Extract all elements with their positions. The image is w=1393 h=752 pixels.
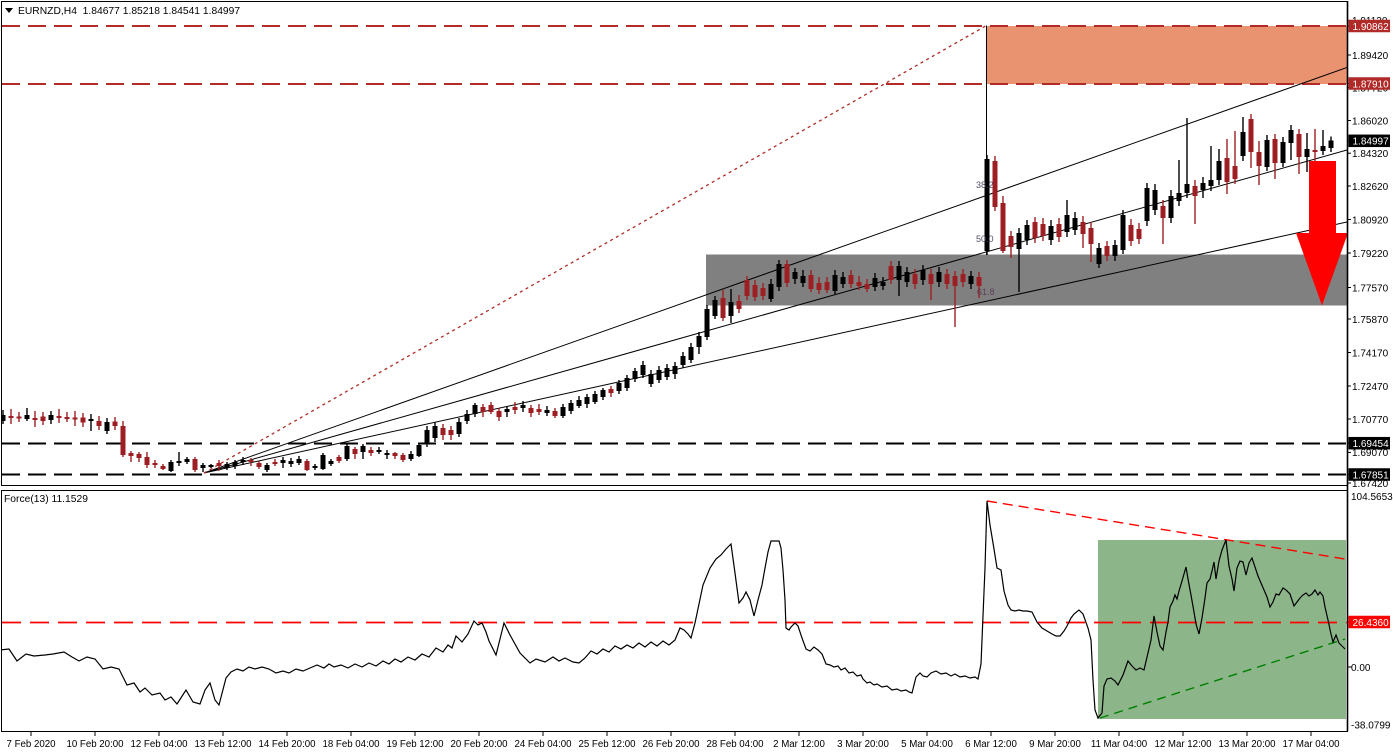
svg-text:1.84320: 1.84320 — [1352, 149, 1389, 160]
svg-text:6 Mar 12:00: 6 Mar 12:00 — [965, 739, 1017, 750]
svg-text:0.00: 0.00 — [1351, 663, 1371, 674]
svg-text:1.75870: 1.75870 — [1352, 315, 1389, 326]
svg-text:12 Feb 04:00: 12 Feb 04:00 — [130, 739, 188, 750]
svg-text:1.67420: 1.67420 — [1352, 479, 1389, 490]
svg-text:20 Feb 20:00: 20 Feb 20:00 — [450, 739, 508, 750]
svg-text:1.70770: 1.70770 — [1352, 415, 1389, 426]
svg-text:24 Feb 04:00: 24 Feb 04:00 — [514, 739, 572, 750]
svg-text:1.69454: 1.69454 — [1353, 439, 1390, 450]
svg-text:19 Feb 12:00: 19 Feb 12:00 — [386, 739, 444, 750]
svg-text:9 Mar 20:00: 9 Mar 20:00 — [1029, 739, 1081, 750]
svg-text:2 Mar 12:00: 2 Mar 12:00 — [773, 739, 825, 750]
svg-text:1.87910: 1.87910 — [1353, 79, 1390, 90]
svg-text:3 Mar 20:00: 3 Mar 20:00 — [837, 739, 889, 750]
svg-text:50.0: 50.0 — [976, 234, 994, 244]
svg-text:26.4360: 26.4360 — [1353, 618, 1390, 629]
svg-text:17 Mar 04:00: 17 Mar 04:00 — [1282, 739, 1340, 750]
svg-text:28 Feb 04:00: 28 Feb 04:00 — [706, 739, 764, 750]
svg-text:1.69070: 1.69070 — [1352, 448, 1389, 459]
svg-text:7 Feb 2020: 7 Feb 2020 — [6, 739, 56, 750]
svg-text:Force(13) 11.1529: Force(13) 11.1529 — [4, 494, 88, 505]
svg-text:18 Feb 04:00: 18 Feb 04:00 — [322, 739, 380, 750]
svg-text:26 Feb 20:00: 26 Feb 20:00 — [642, 739, 700, 750]
svg-text:1.72470: 1.72470 — [1352, 382, 1389, 393]
svg-text:38.2: 38.2 — [976, 180, 994, 190]
svg-text:5 Mar 04:00: 5 Mar 04:00 — [901, 739, 953, 750]
svg-text:10 Feb 20:00: 10 Feb 20:00 — [66, 739, 124, 750]
svg-text:1.90862: 1.90862 — [1353, 22, 1390, 33]
svg-text:13 Mar 20:00: 13 Mar 20:00 — [1218, 739, 1276, 750]
svg-text:25 Feb 12:00: 25 Feb 12:00 — [578, 739, 636, 750]
svg-text:14 Feb 20:00: 14 Feb 20:00 — [258, 739, 316, 750]
svg-text:104.5653: 104.5653 — [1351, 492, 1393, 503]
svg-text:1.74170: 1.74170 — [1352, 348, 1389, 359]
svg-text:1.67851: 1.67851 — [1353, 470, 1390, 481]
svg-text:11 Mar 04:00: 11 Mar 04:00 — [1091, 739, 1148, 750]
svg-text:13 Feb 12:00: 13 Feb 12:00 — [194, 739, 252, 750]
svg-text:12 Mar 12:00: 12 Mar 12:00 — [1154, 739, 1212, 750]
svg-text:1.86020: 1.86020 — [1352, 116, 1389, 127]
svg-text:61.8: 61.8 — [977, 287, 995, 297]
svg-text:1.77570: 1.77570 — [1352, 283, 1389, 294]
svg-text:1.84997: 1.84997 — [1353, 137, 1390, 148]
svg-text:1.79220: 1.79220 — [1352, 249, 1389, 260]
svg-text:-38.0799: -38.0799 — [1351, 721, 1391, 732]
svg-text:1.82620: 1.82620 — [1352, 182, 1389, 193]
svg-text:1.80920: 1.80920 — [1352, 215, 1389, 226]
svg-text:EURNZD,H4 1.84677 1.85218 1.8: EURNZD,H4 1.84677 1.85218 1.84541 1.8499… — [18, 6, 240, 17]
svg-text:1.89420: 1.89420 — [1352, 51, 1389, 62]
